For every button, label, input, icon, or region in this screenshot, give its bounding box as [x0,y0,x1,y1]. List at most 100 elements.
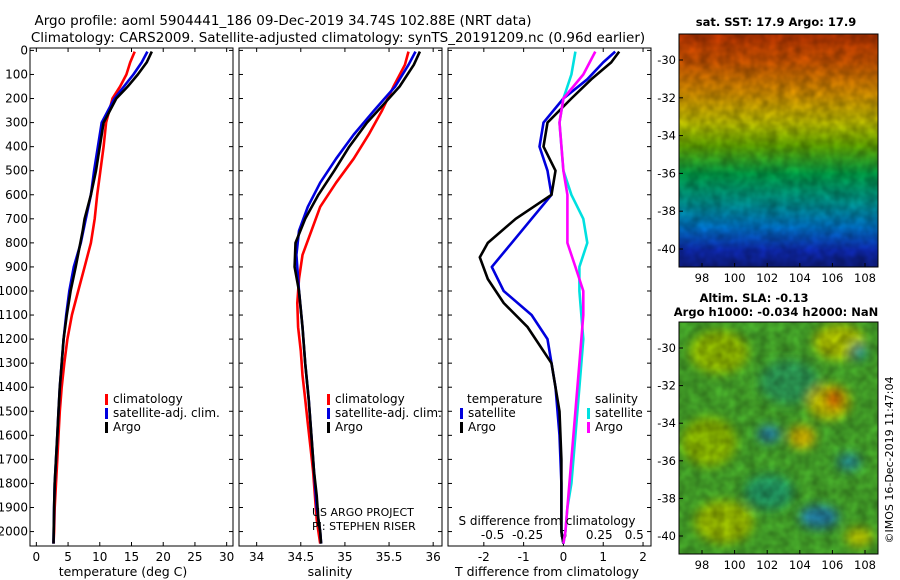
x-tick-label: 34.5 [287,550,314,564]
series-line-argo [52,51,153,544]
sst-frame [678,33,879,268]
lon-tick-label: 100 [724,271,746,285]
series-line-argo [293,51,422,544]
legend-argo: Argo [113,420,141,434]
legend-swatch-argo [105,422,108,433]
temperature-legend: climatology satellite-adj. clim. Argo [105,392,220,434]
legend-swatch-satellite [327,408,330,419]
depth-tick-label: 1600 [0,428,28,442]
lon-tick-label: 106 [821,271,843,285]
temperature-xlabel: temperature (deg C) [59,564,188,579]
lon-tick-label: 102 [756,558,778,572]
legend-s-satellite: satellite [595,406,643,420]
depth-tick-label: 1200 [0,332,28,346]
x-tick-label: 0 [33,550,41,564]
series-line-temperature-argo [478,50,621,544]
lat-tick-label: -30 [657,53,676,67]
salinity-legend: climatology satellite-adj. clim. Argo US… [312,392,442,533]
sla-axes: -30 -32 -34 -36 -38 -40 98 100 102 104 106 108 [657,341,876,572]
sla-map-title-2: Argo h1000: -0.034 h2000: NaN [674,305,878,319]
legend-swatch-climatology [105,394,108,405]
lon-tick-label: 104 [789,271,811,285]
depth-tick-label: 400 [5,140,28,154]
lon-tick-label: 98 [695,558,710,572]
depth-tick-label: 2000 [0,525,28,539]
credit-pi: PI: STEPHEN RISER [312,520,416,533]
depth-tick-label: 0 [20,43,28,57]
lat-tick-label: -40 [657,242,676,256]
x-tick-label: 25 [187,550,202,564]
lat-tick-label: -40 [657,529,676,543]
x-tick-label: 34 [249,550,264,564]
temperature-panel-frame [29,47,234,547]
lon-tick-label: 100 [724,558,746,572]
legend-swatch-satellite [105,408,108,419]
sla-map-title-1: Altim. SLA: -0.13 [699,291,808,305]
x-tick-label: 1 [599,550,607,564]
x-tick-label: 0 [560,550,568,564]
legend-t-satellite: satellite [468,406,516,420]
depth-tick-label: 900 [5,260,28,274]
depth-tick-label: 1800 [0,476,28,490]
difference-top-xlabel: S difference from climatology [459,514,636,528]
lon-tick-label: 98 [695,271,710,285]
lon-tick-label: 108 [854,558,876,572]
depth-tick-label: 1700 [0,452,28,466]
lon-tick-label: 108 [854,271,876,285]
title-line-2: Climatology: CARS2009. Satellite-adjuste… [31,30,645,46]
lat-tick-label: -38 [657,491,676,505]
difference-legend: temperature satellite Argo salinity sate… [460,392,643,434]
series-line-satellite-adj-clim- [52,50,149,544]
x-tick-label: 30 [219,550,234,564]
sst-texture [679,34,878,267]
sst-map-title: sat. SST: 17.9 Argo: 17.9 [696,15,856,29]
series-line-climatology [52,51,136,544]
credit-project: US ARGO PROJECT [312,506,414,519]
lon-tick-label: 102 [756,271,778,285]
lat-tick-label: -38 [657,204,676,218]
s-tick-label: 0.25 [586,528,613,542]
x-tick-label: 36 [426,550,441,564]
depth-tick-label: 100 [5,67,28,81]
sst-map [678,33,879,268]
depth-tick-label: 300 [5,116,28,130]
lat-tick-label: -36 [657,454,676,468]
difference-panel-frame [447,47,652,547]
depth-tick-label: 800 [5,236,28,250]
s-tick-label: -0.25 [512,528,543,542]
lat-tick-label: -30 [657,341,676,355]
legend-swatch-s-satellite [587,408,590,419]
lat-tick-label: -34 [657,129,676,143]
depth-tick-label: 1300 [0,356,28,370]
lat-tick-label: -36 [657,166,676,180]
legend-satellite: satellite-adj. clim. [113,406,220,420]
depth-tick-label: 1100 [0,308,28,322]
legend-swatch-argo [327,422,330,433]
x-tick-label: 20 [156,550,171,564]
sla-map [678,321,879,555]
salinity-xlabel: salinity [308,564,353,579]
depth-tick-label: 1000 [0,284,28,298]
depth-tick-label: 1900 [0,501,28,515]
legend-t-argo: Argo [468,420,496,434]
legend-satellite: satellite-adj. clim. [335,406,442,420]
sst-axes: -30 -32 -34 -36 -38 -40 98 100 102 104 106 108 [657,53,876,285]
lat-tick-label: -34 [657,416,676,430]
legend-argo: Argo [335,420,363,434]
depth-tick-label: 1400 [0,380,28,394]
sla-frame [678,321,879,555]
depth-tick-label: 700 [5,212,28,226]
legend-swatch-climatology [327,394,330,405]
salinity-plot: 34 34.5 35 35.5 36 [239,48,442,564]
x-tick-label: 10 [92,550,107,564]
x-tick-label: 15 [124,550,139,564]
imos-stamp: ©IMOS 16-Dec-2019 11:47:04 [883,377,896,544]
x-tick-label: -1 [518,550,530,564]
x-tick-label: 35.5 [376,550,403,564]
x-tick-label: 2 [639,550,647,564]
x-tick-label: -2 [478,550,490,564]
legend-swatch-t-argo [460,422,463,433]
legend-swatch-s-argo [587,422,590,433]
depth-tick-label: 600 [5,188,28,202]
x-tick-label: 35 [337,550,352,564]
